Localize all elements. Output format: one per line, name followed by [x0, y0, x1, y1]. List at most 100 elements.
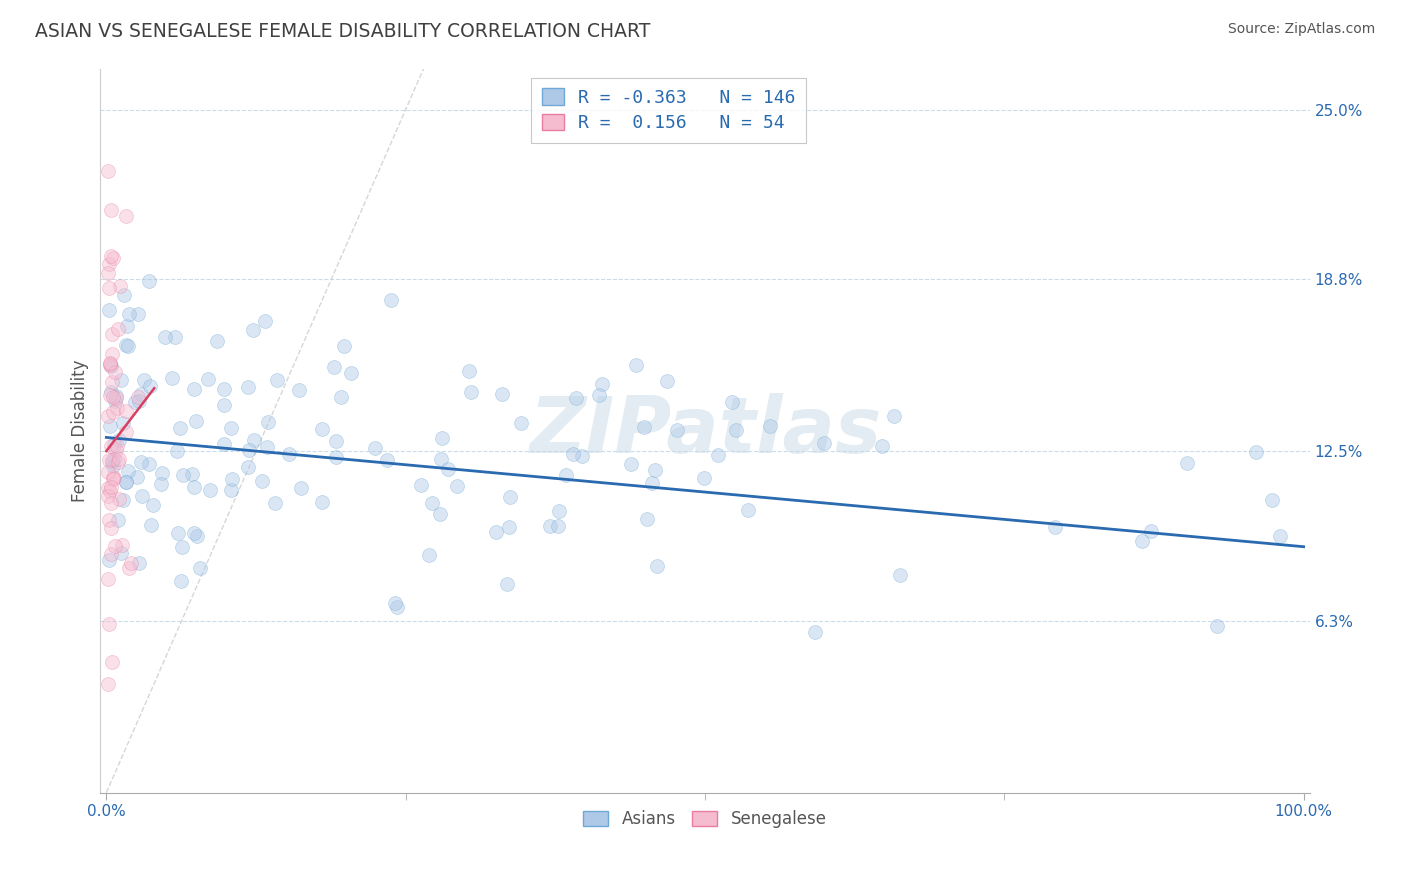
Point [101, 251, 124, 265]
Point [330, 390, 353, 404]
Point [491, 387, 513, 401]
Point [98, 359, 121, 373]
Point [96, 677, 118, 691]
Point [129, 455, 152, 469]
Point [139, 379, 162, 393]
Point [380, 293, 402, 308]
Point [104, 443, 127, 458]
Point [166, 525, 188, 540]
Point [1043, 519, 1066, 533]
Point [588, 388, 610, 402]
Point [97, 465, 120, 479]
Point [804, 624, 827, 639]
Point [115, 475, 138, 490]
Point [1140, 524, 1163, 538]
Point [103, 438, 125, 452]
Point [127, 390, 149, 404]
Point [166, 444, 188, 458]
Point [375, 452, 398, 467]
Point [562, 447, 585, 461]
Point [1244, 445, 1267, 459]
Point [100, 347, 122, 361]
Point [97, 257, 120, 271]
Point [1205, 618, 1227, 632]
Point [430, 431, 453, 445]
Point [322, 360, 344, 375]
Point [212, 437, 235, 451]
Point [311, 495, 333, 509]
Point [1268, 529, 1291, 543]
Point [460, 384, 482, 399]
Point [165, 330, 187, 344]
Point [250, 474, 273, 488]
Text: ZIPatlas: ZIPatlas [529, 392, 882, 468]
Point [117, 464, 139, 478]
Point [111, 492, 134, 507]
Point [115, 209, 138, 223]
Point [420, 496, 443, 510]
Point [103, 452, 125, 467]
Point [498, 520, 520, 534]
Point [129, 386, 152, 401]
Point [737, 503, 759, 517]
Point [101, 452, 124, 467]
Point [150, 466, 173, 480]
Point [97, 553, 120, 567]
Point [100, 521, 122, 535]
Point [548, 504, 571, 518]
Point [325, 450, 347, 465]
Point [429, 507, 451, 521]
Point [278, 447, 301, 461]
Point [138, 457, 160, 471]
Point [112, 288, 135, 302]
Point [100, 547, 122, 561]
Point [98, 484, 121, 499]
Point [641, 476, 664, 491]
Point [496, 577, 519, 591]
Point [98, 418, 121, 433]
Point [214, 382, 236, 396]
Point [384, 596, 406, 610]
Point [236, 459, 259, 474]
Point [128, 393, 150, 408]
Point [103, 471, 125, 485]
Point [103, 472, 125, 486]
Point [96, 572, 118, 586]
Point [591, 377, 613, 392]
Point [100, 480, 122, 494]
Text: ASIAN VS SENEGALESE FEMALE DISABILITY CORRELATION CHART: ASIAN VS SENEGALESE FEMALE DISABILITY CO… [35, 22, 651, 41]
Point [238, 442, 260, 457]
Point [636, 511, 658, 525]
Point [266, 373, 288, 387]
Point [108, 279, 131, 293]
Point [114, 475, 136, 489]
Point [127, 307, 149, 321]
Point [100, 439, 122, 453]
Point [1261, 492, 1284, 507]
Point [333, 339, 356, 353]
Point [160, 371, 183, 385]
Point [181, 467, 204, 481]
Point [110, 373, 132, 387]
Point [644, 463, 666, 477]
Point [118, 307, 141, 321]
Point [457, 364, 479, 378]
Point [889, 568, 911, 582]
Point [184, 414, 207, 428]
Point [128, 556, 150, 570]
Point [96, 266, 118, 280]
Point [101, 390, 124, 404]
Point [485, 524, 508, 539]
Point [108, 491, 131, 506]
Point [100, 359, 122, 374]
Point [200, 483, 222, 497]
Point [101, 404, 124, 418]
Point [221, 473, 243, 487]
Point [499, 490, 522, 504]
Point [620, 457, 643, 471]
Point [149, 477, 172, 491]
Point [104, 539, 127, 553]
Point [97, 302, 120, 317]
Y-axis label: Female Disability: Female Disability [72, 359, 89, 502]
Point [105, 401, 128, 415]
